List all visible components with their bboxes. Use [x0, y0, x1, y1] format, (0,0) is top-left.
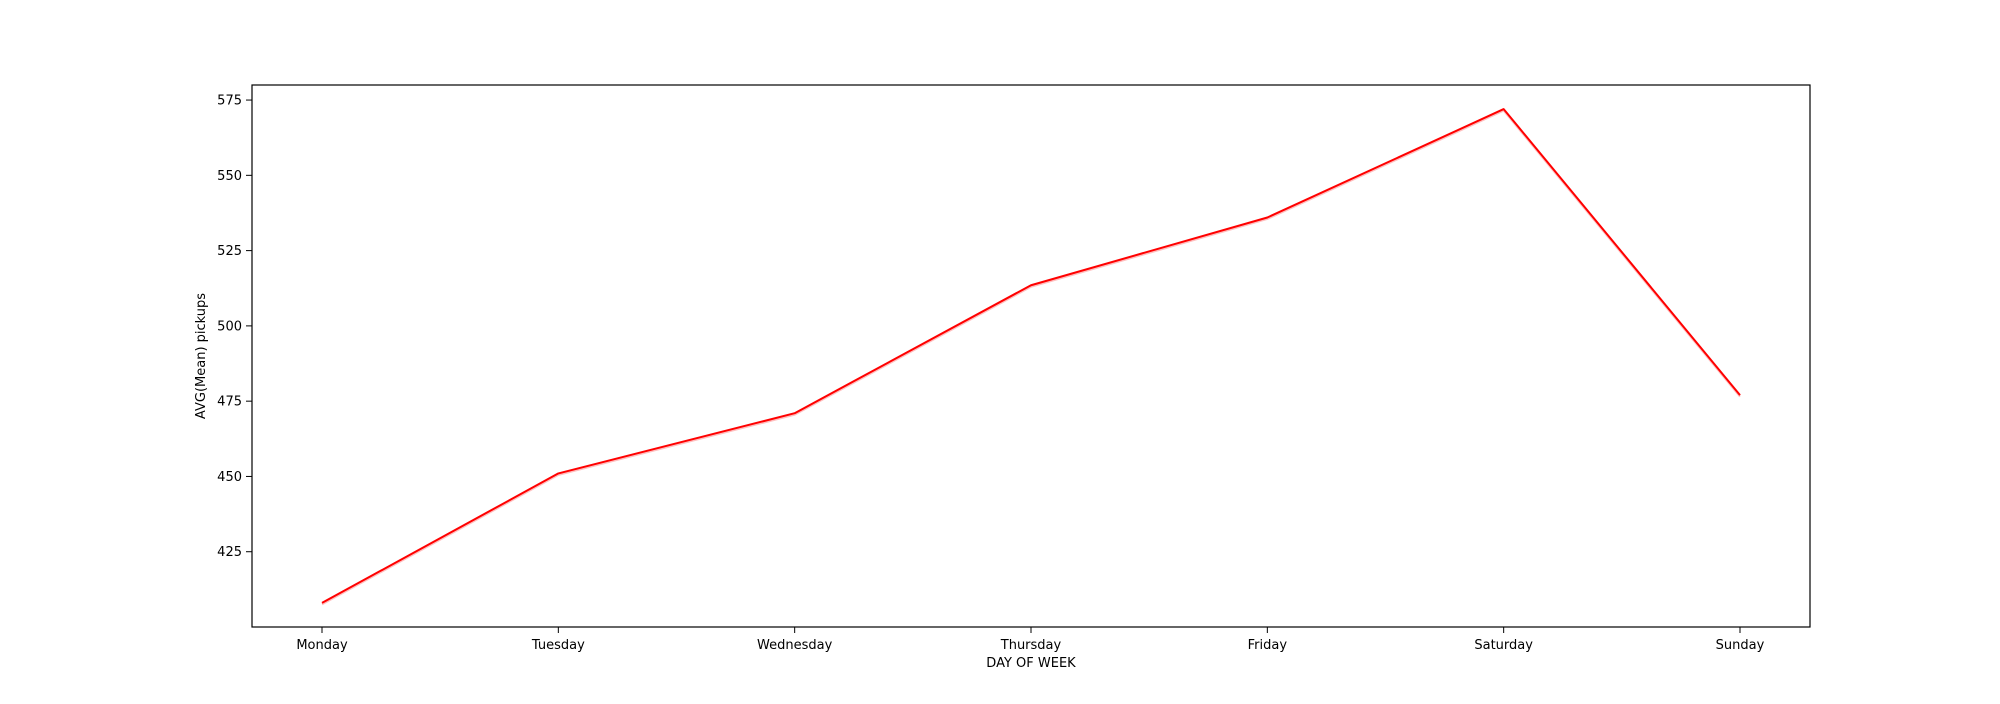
y-tick-label: 525	[217, 244, 242, 259]
y-tick-label: 425	[217, 545, 242, 560]
y-tick-label: 500	[217, 319, 242, 334]
y-axis-label: AVG(Mean) pickups	[194, 293, 209, 419]
plot-area	[252, 85, 1810, 627]
x-tick-label: Monday	[296, 638, 348, 653]
y-tick-label: 475	[217, 395, 242, 410]
x-tick-label: Tuesday	[531, 638, 585, 653]
x-tick-label: Friday	[1248, 638, 1288, 653]
x-tick-label: Wednesday	[757, 638, 833, 653]
y-tick-label: 575	[217, 94, 242, 109]
x-tick-label: Thursday	[1000, 638, 1062, 653]
y-axis: 425 450 475 500 525 550 575	[217, 94, 252, 561]
y-tick-label: 450	[217, 470, 242, 485]
x-axis-label: DAY OF WEEK	[986, 656, 1076, 671]
x-axis: Monday Tuesday Wednesday Thursday Friday Satu…	[296, 627, 1764, 653]
x-tick-label: Sunday	[1716, 638, 1765, 653]
x-tick-label: Saturday	[1474, 638, 1533, 653]
y-tick-label: 550	[217, 169, 242, 184]
